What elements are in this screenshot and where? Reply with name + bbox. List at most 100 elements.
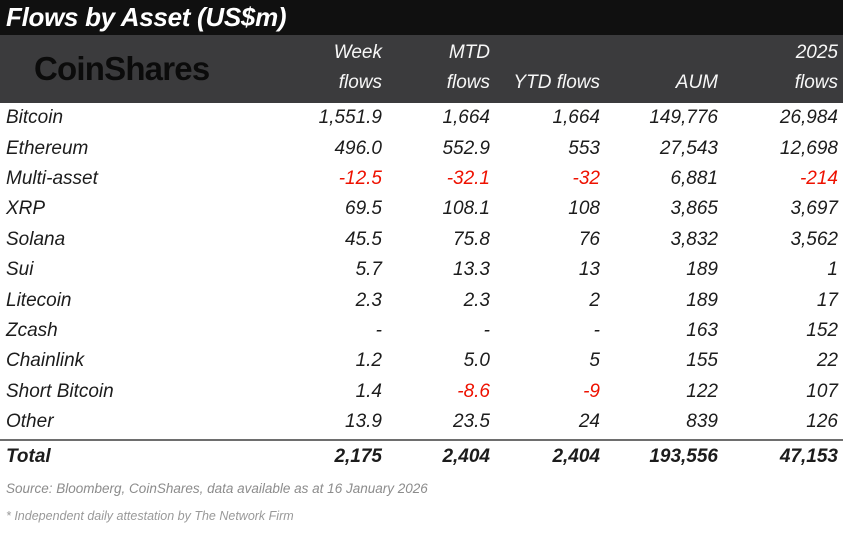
total-ytd-flows: 2,404 (552, 445, 600, 467)
aum-value: 6,881 (670, 167, 718, 189)
2025-flows-value: 1 (827, 259, 838, 281)
logo-cell: CoinShares (6, 35, 270, 103)
asset-name: Short Bitcoin (6, 380, 114, 402)
week-flows-value: 13.9 (345, 411, 382, 433)
2025-flows-value: 126 (806, 411, 838, 433)
mtd-flows-value: 5.0 (463, 350, 490, 372)
ytd-flows-value: 1,664 (552, 107, 600, 129)
table-row-other: Other 13.9 23.5 24 839 126 (0, 407, 843, 437)
ytd-flows-value: 76 (578, 228, 600, 250)
column-header-line: MTD (448, 42, 490, 64)
column-header-line: flows (338, 71, 382, 93)
column-header-line: 2025 (795, 42, 838, 64)
aum-value: 27,543 (659, 137, 718, 159)
aum-value: 839 (686, 411, 718, 433)
asset-name: Multi-asset (6, 167, 98, 189)
table-row-ethereum: Ethereum 496.0 552.9 553 27,543 12,698 (0, 133, 843, 163)
asset-name: Chainlink (6, 350, 85, 372)
total-mtd-flows: 2,404 (442, 445, 490, 467)
table-row-short-bitcoin: Short Bitcoin 1.4 -8.6 -9 122 107 (0, 377, 843, 407)
ytd-flows-value: 5 (589, 350, 600, 372)
asset-name: Ethereum (6, 137, 89, 159)
mtd-flows-value: 13.3 (453, 259, 490, 281)
aum-value: 149,776 (649, 107, 718, 129)
aum-value: 122 (686, 380, 718, 402)
asset-name: Solana (6, 228, 66, 250)
table-row-total: Total 2,175 2,404 2,404 193,556 47,153 (0, 441, 843, 472)
column-header-2025-flows: 2025 flows (718, 35, 838, 103)
week-flows-value: -12.5 (338, 167, 382, 189)
coinshares-logo: CoinShares (34, 50, 210, 87)
2025-flows-value: -214 (799, 167, 838, 189)
week-flows-value: 69.5 (345, 198, 382, 220)
ytd-flows-value: 553 (568, 137, 600, 159)
table-row-chainlink: Chainlink 1.2 5.0 5 155 22 (0, 346, 843, 376)
2025-flows-value: 26,984 (779, 107, 838, 129)
total-label: Total (6, 445, 51, 467)
total-2025-flows: 47,153 (779, 445, 838, 467)
asset-name: XRP (6, 198, 46, 220)
mtd-flows-value: - (483, 319, 490, 341)
aum-value: 3,832 (670, 228, 718, 250)
title-bar: Flows by Asset (US$m) (0, 0, 843, 35)
ytd-flows-value: - (593, 319, 600, 341)
mtd-flows-value: -8.6 (457, 380, 490, 402)
table-row-solana: Solana 45.5 75.8 76 3,832 3,562 (0, 225, 843, 255)
asset-name: Other (6, 411, 54, 433)
ytd-flows-value: 24 (578, 411, 600, 433)
week-flows-value: 2.3 (355, 289, 382, 311)
mtd-flows-value: 23.5 (453, 411, 490, 433)
attestation-footnote: * Independent daily attestation by The N… (6, 509, 294, 524)
mtd-flows-value: 1,664 (442, 107, 490, 129)
table-row-sui: Sui 5.7 13.3 13 189 1 (0, 255, 843, 285)
2025-flows-value: 3,562 (790, 228, 838, 250)
ytd-flows-value: 2 (589, 289, 600, 311)
ytd-flows-value: 108 (568, 198, 600, 220)
column-header-line: YTD flows (513, 71, 600, 93)
ytd-flows-value: -9 (583, 380, 600, 402)
column-header-week-flows: Week flows (270, 35, 382, 103)
column-header-ytd-flows: YTD flows (490, 35, 600, 103)
column-header-line: AUM (675, 71, 718, 93)
mtd-flows-value: 108.1 (442, 198, 490, 220)
week-flows-value: 1.4 (355, 380, 382, 402)
asset-name: Litecoin (6, 289, 72, 311)
column-header-line: flows (446, 71, 490, 93)
source-note: Source: Bloomberg, CoinShares, data avai… (6, 481, 428, 497)
2025-flows-value: 12,698 (779, 137, 838, 159)
column-header-aum: AUM (600, 35, 718, 103)
ytd-flows-value: 13 (578, 259, 600, 281)
week-flows-value: 5.7 (355, 259, 382, 281)
ytd-flows-value: -32 (572, 167, 600, 189)
total-week-flows: 2,175 (334, 445, 382, 467)
2025-flows-value: 17 (816, 289, 838, 311)
total-separator-line (0, 439, 843, 442)
column-header-mtd-flows: MTD flows (382, 35, 490, 103)
mtd-flows-value: -32.1 (446, 167, 490, 189)
aum-value: 3,865 (670, 198, 718, 220)
2025-flows-value: 22 (816, 350, 838, 372)
week-flows-value: 496.0 (334, 137, 382, 159)
table-row-xrp: XRP 69.5 108.1 108 3,865 3,697 (0, 194, 843, 224)
aum-value: 189 (686, 259, 718, 281)
mtd-flows-value: 2.3 (463, 289, 490, 311)
table-row-litecoin: Litecoin 2.3 2.3 2 189 17 (0, 285, 843, 315)
asset-name: Zcash (6, 319, 58, 341)
asset-name: Sui (6, 259, 34, 281)
aum-value: 189 (686, 289, 718, 311)
week-flows-value: - (375, 319, 382, 341)
mtd-flows-value: 75.8 (453, 228, 490, 250)
table-row-zcash: Zcash - - - 163 152 (0, 316, 843, 346)
week-flows-value: 1.2 (355, 350, 382, 372)
page-title: Flows by Asset (US$m) (6, 2, 287, 32)
mtd-flows-value: 552.9 (442, 137, 490, 159)
total-aum: 193,556 (649, 445, 718, 467)
table-header-row: CoinShares Week flows MTD flows YTD flow… (0, 35, 843, 103)
week-flows-value: 1,551.9 (318, 107, 382, 129)
flows-by-asset-table: Flows by Asset (US$m) CoinShares Week fl… (0, 0, 843, 523)
table-row-multi-asset: Multi-asset -12.5 -32.1 -32 6,881 -214 (0, 164, 843, 194)
column-header-line: flows (794, 71, 838, 93)
2025-flows-value: 107 (806, 380, 838, 402)
week-flows-value: 45.5 (345, 228, 382, 250)
table-row-bitcoin: Bitcoin 1,551.9 1,664 1,664 149,776 26,9… (0, 103, 843, 133)
